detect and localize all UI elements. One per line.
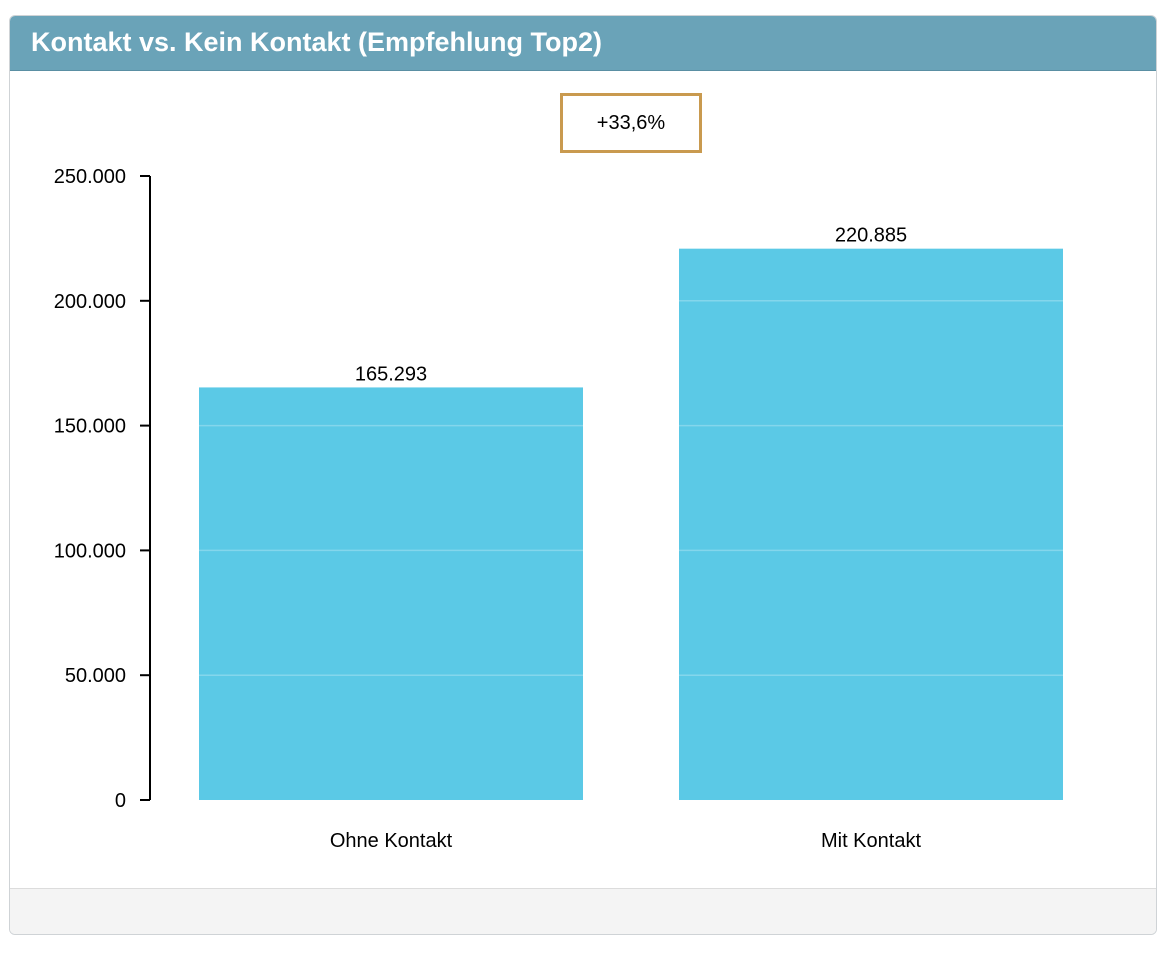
y-tick-label: 200.000: [54, 291, 126, 313]
x-tick-label: Mit Kontakt: [821, 830, 921, 852]
x-tick-label: Ohne Kontakt: [330, 830, 453, 852]
bar-value-label: 220.885: [835, 225, 907, 247]
bar-2: [679, 248, 1063, 801]
panel-header: Kontakt vs. Kein Kontakt (Empfehlung Top…: [10, 16, 1156, 71]
y-tick-label: 100.000: [54, 540, 126, 562]
y-tick-label: 0: [115, 790, 126, 812]
panel-title: Kontakt vs. Kein Kontakt (Empfehlung Top…: [31, 27, 603, 57]
bar-1: [199, 387, 583, 800]
difference-annotation: +33,6%: [560, 93, 702, 153]
y-tick-label: 150.000: [54, 416, 126, 438]
y-tick-label: 250.000: [54, 166, 126, 188]
y-tick-label: 50.000: [65, 665, 126, 687]
panel-footer: [10, 888, 1156, 934]
bar-value-label: 165.293: [355, 363, 427, 385]
